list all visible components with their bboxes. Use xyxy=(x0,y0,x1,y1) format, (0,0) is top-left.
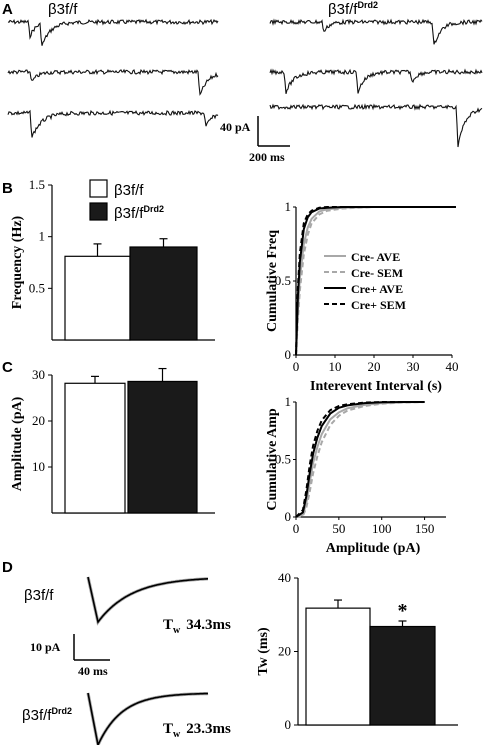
panel-letter-d: D xyxy=(2,559,13,576)
trace-ko-1 xyxy=(269,18,483,45)
x-tick-label: 50 xyxy=(332,521,345,536)
panel-a-traces xyxy=(7,18,483,148)
bar-0 xyxy=(64,382,126,514)
cdf-legend-item-cre-plus-sem: Cre+ SEM xyxy=(351,298,406,312)
legend-label-wt: β3f/f xyxy=(114,182,144,199)
bar-0 xyxy=(64,255,131,341)
panel-a-scale-bar xyxy=(257,116,290,147)
y-tick-label: 20 xyxy=(32,413,45,428)
series-line-3 xyxy=(295,206,456,356)
panel-letter-c: C xyxy=(2,359,13,376)
series-line-0 xyxy=(295,206,456,356)
significance-marker: * xyxy=(398,600,408,622)
panel-d-traces xyxy=(86,576,209,745)
cdf-legend-freq: Cre- AVE Cre- SEM Cre+ AVE Cre+ SEM xyxy=(324,250,406,312)
y-tick-label: 0 xyxy=(285,509,292,524)
trace-wt-2 xyxy=(7,68,219,96)
series-line-3 xyxy=(295,401,425,518)
legend-swatch-ko xyxy=(89,202,108,221)
x-tick-label: 30 xyxy=(407,359,420,374)
panel-d-scale-x-label: 40 ms xyxy=(78,664,108,678)
y-tick-label: 0.5 xyxy=(275,452,291,467)
x-tick-label: 20 xyxy=(368,359,381,374)
x-tick-label: 0 xyxy=(293,359,300,374)
x-tick-label: 0 xyxy=(293,521,300,536)
y-tick-label: 0 xyxy=(285,347,292,362)
y-axis-label: Cumulative Amp xyxy=(265,408,280,511)
x-tick-label: 150 xyxy=(415,521,435,536)
frequency-bar-chart: 0.5 1 1.5 Frequency (Hz) xyxy=(10,177,215,341)
psc-trace-ko xyxy=(87,692,209,745)
psc-fit-ko xyxy=(86,691,209,745)
panel-a-header-ko: β3f/fDrd2 xyxy=(328,0,378,18)
cdf-legend-item-cre-minus-sem: Cre- SEM xyxy=(351,266,403,280)
y-axis-label: Tw (ms) xyxy=(256,627,271,676)
panel-d-label-ko: β3f/fDrd2 xyxy=(22,706,72,724)
y-tick-label: 1 xyxy=(285,199,292,214)
trace-ko-2 xyxy=(269,68,483,94)
x-tick-label: 10 xyxy=(329,359,342,374)
panel-a-scale-y-label: 40 pA xyxy=(220,120,251,134)
legend-label-ko: β3f/fDrd2 xyxy=(114,204,164,222)
y-axis-label: Amplitude (pA) xyxy=(10,396,25,491)
y-tick-label: 20 xyxy=(278,644,291,659)
psc-fit-wt xyxy=(86,576,208,626)
x-axis-label: Amplitude (pA) xyxy=(326,541,421,556)
panel-a-header-wt: β3f/f xyxy=(48,1,78,18)
amplitude-bar-chart: 10 20 30 Amplitude (pA) xyxy=(10,367,215,514)
bar-legend: β3f/f β3f/fDrd2 xyxy=(89,179,164,222)
series-line-2 xyxy=(295,401,425,518)
bar-0 xyxy=(305,607,371,726)
bar-1 xyxy=(127,380,198,514)
series-line-1 xyxy=(295,401,425,518)
trace-wt-1 xyxy=(7,18,219,46)
y-tick-label: 10 xyxy=(32,459,45,474)
bar-1 xyxy=(369,625,436,726)
x-axis-label: Interevent Interval (s) xyxy=(310,379,442,394)
tau-bar-chart: 0 20 40 Tw (ms) * xyxy=(256,570,458,732)
trace-wt-3 xyxy=(7,109,219,138)
tau-value-ko: Tw 23.3ms xyxy=(163,721,231,740)
y-tick-label: 1 xyxy=(39,229,46,244)
panel-a-scale-x-label: 200 ms xyxy=(249,150,285,164)
series-line-0 xyxy=(295,401,425,518)
y-tick-label: 1 xyxy=(285,394,292,409)
y-axis-label: Frequency (Hz) xyxy=(10,215,25,309)
y-tick-label: 40 xyxy=(278,570,291,585)
panel-d-label-wt: β3f/f xyxy=(24,587,54,604)
cdf-legend-item-cre-plus-ave: Cre+ AVE xyxy=(351,282,403,296)
panel-d-scale-bar xyxy=(73,634,110,661)
y-tick-label: 0 xyxy=(285,717,292,732)
y-tick-label: 0.5 xyxy=(275,273,291,288)
y-axis-label: Cumulative Freq xyxy=(265,230,280,332)
trace-ko-3 xyxy=(269,103,483,148)
series-line-2 xyxy=(295,206,456,356)
y-tick-label: 1.5 xyxy=(29,177,45,192)
bar-1 xyxy=(129,246,198,341)
legend-swatch-wt xyxy=(89,179,108,198)
tau-value-wt: Tw 34.3ms xyxy=(163,617,231,636)
y-tick-label: 0.5 xyxy=(29,280,45,295)
panel-letter-b: B xyxy=(2,180,13,197)
series-line-1 xyxy=(295,206,456,356)
psc-trace-wt xyxy=(87,576,208,624)
panel-letter-a: A xyxy=(2,1,13,18)
x-tick-label: 100 xyxy=(372,521,392,536)
x-tick-label: 40 xyxy=(446,359,459,374)
y-tick-label: 30 xyxy=(32,367,45,382)
panel-d-scale-y-label: 10 pA xyxy=(30,640,61,654)
amplitude-cdf-chart: 0 0.5 1 0 50 100 150 Amplitude (pA) Cumulative A… xyxy=(265,394,446,556)
cdf-legend-item-cre-minus-ave: Cre- AVE xyxy=(351,250,400,264)
